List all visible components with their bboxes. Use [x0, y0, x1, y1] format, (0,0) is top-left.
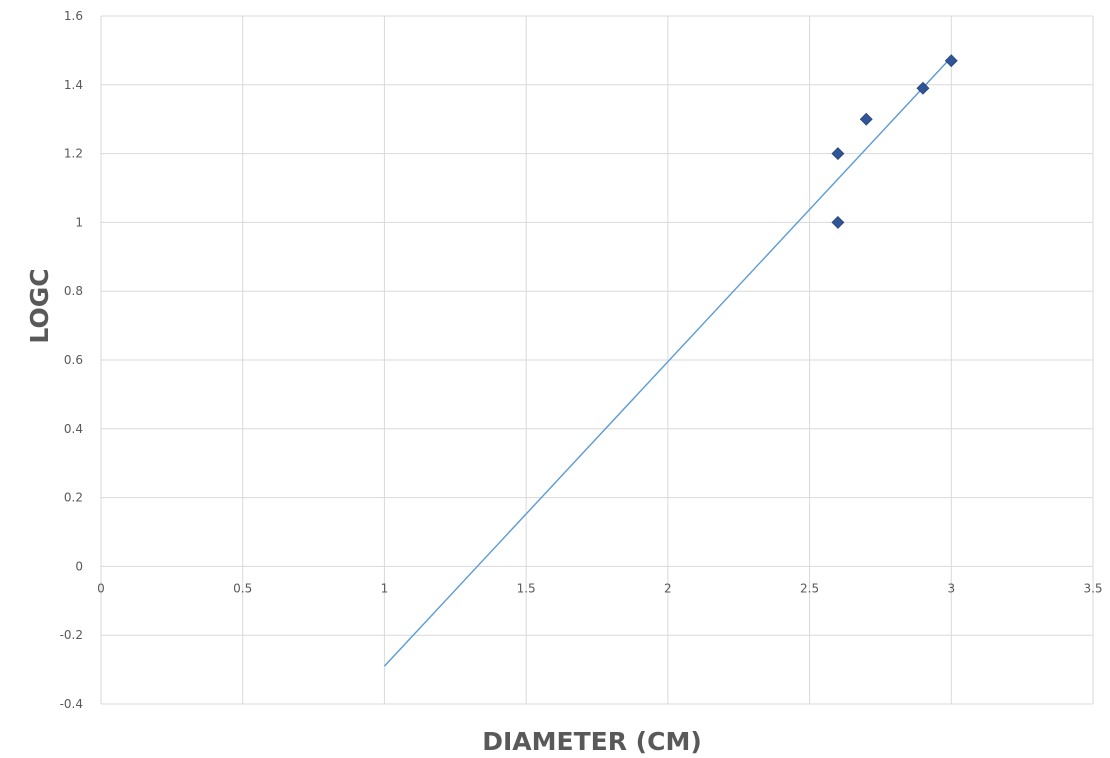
x-axis-title: DIAMETER (CM): [482, 727, 702, 756]
data-points: [831, 54, 958, 229]
y-tick-label-6: 0.8: [64, 284, 83, 298]
data-point-2: [859, 112, 873, 126]
data-point-4: [944, 54, 958, 68]
y-tick-label-9: 1.4: [64, 78, 83, 92]
y-tick-label-4: 0.4: [64, 422, 83, 436]
data-point-3: [916, 81, 930, 95]
y-axis-title: LOGC: [25, 268, 54, 343]
y-tick-label-5: 0.6: [64, 353, 83, 367]
x-tick-label-4: 2: [664, 581, 672, 595]
x-tick-label-0: 0: [97, 581, 105, 595]
y-tick-label-8: 1.2: [64, 147, 83, 161]
x-tick-label-3: 1.5: [517, 581, 536, 595]
x-tick-label-1: 0.5: [233, 581, 252, 595]
x-tick-label-6: 3: [947, 581, 955, 595]
x-axis-tick-labels: 0 0.5 1 1.5 2 2.5 3 3.5: [97, 581, 1102, 595]
y-tick-label-7: 1: [75, 215, 83, 229]
trendline-group: [383, 56, 952, 667]
y-tick-label-10: 1.6: [64, 9, 83, 23]
y-tick-label-0: -0.4: [60, 697, 83, 711]
data-point-1: [831, 215, 845, 229]
x-tick-label-7: 3.5: [1083, 581, 1102, 595]
y-tick-label-2: 0: [75, 559, 83, 573]
linear-trendline: [383, 56, 952, 667]
y-tick-label-3: 0.2: [64, 491, 83, 505]
y-axis-tick-labels: -0.4 -0.2 0 0.2 0.4 0.6 0.8 1 1.2 1.4 1.6: [60, 9, 83, 711]
data-point-0: [831, 147, 845, 161]
horizontal-gridlines: [101, 15, 1093, 705]
y-tick-label-1: -0.2: [60, 628, 83, 642]
x-tick-label-5: 2.5: [800, 581, 819, 595]
x-tick-label-2: 1: [381, 581, 389, 595]
